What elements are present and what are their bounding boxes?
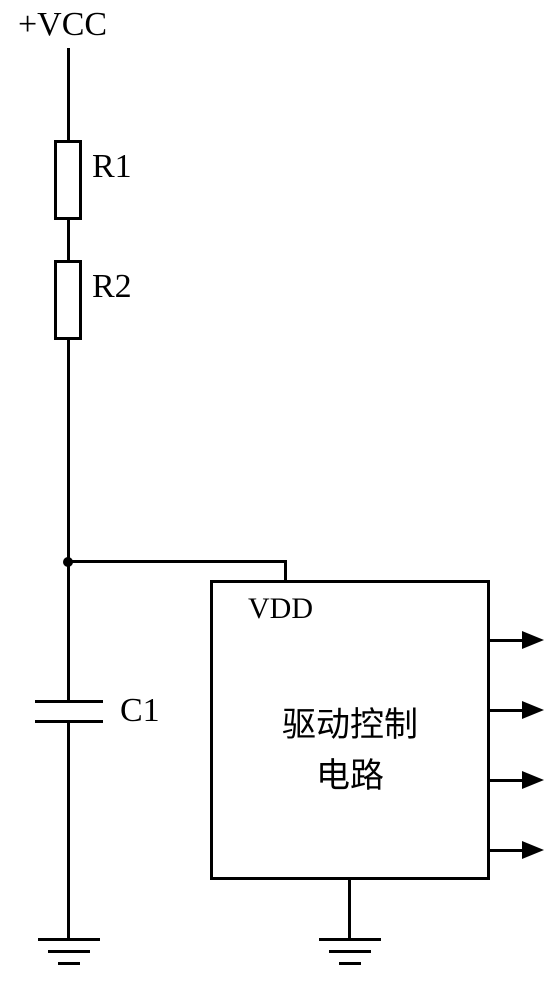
box-text-content: 驱动控制 电路 bbox=[282, 707, 418, 795]
ground-left-2 bbox=[48, 950, 90, 953]
resistor-r2 bbox=[54, 260, 82, 340]
vcc-label: +VCC bbox=[18, 6, 107, 44]
wire-r1-to-r2 bbox=[67, 220, 70, 260]
resistor-r1 bbox=[54, 140, 82, 220]
wire-junction-to-vdd bbox=[68, 560, 286, 563]
wire-vcc-to-r1 bbox=[67, 48, 70, 140]
wire-cap-to-ground bbox=[67, 720, 70, 938]
ground-right-2 bbox=[329, 950, 371, 953]
wire-box-to-ground bbox=[348, 880, 351, 938]
c1-label: C1 bbox=[120, 692, 160, 730]
wire-vdd-stub bbox=[284, 560, 287, 582]
ground-right-1 bbox=[319, 938, 381, 941]
wire-junction-to-cap bbox=[67, 562, 70, 700]
box-main-text: 驱动控制 电路 bbox=[240, 700, 460, 802]
ground-left-1 bbox=[38, 938, 100, 941]
vdd-label: VDD bbox=[248, 592, 313, 626]
r2-label: R2 bbox=[92, 268, 132, 306]
cap-top-plate bbox=[35, 700, 103, 703]
ground-left-3 bbox=[58, 962, 80, 965]
wire-r2-to-junction bbox=[67, 340, 70, 562]
ground-right-3 bbox=[339, 962, 361, 965]
r1-label: R1 bbox=[92, 148, 132, 186]
